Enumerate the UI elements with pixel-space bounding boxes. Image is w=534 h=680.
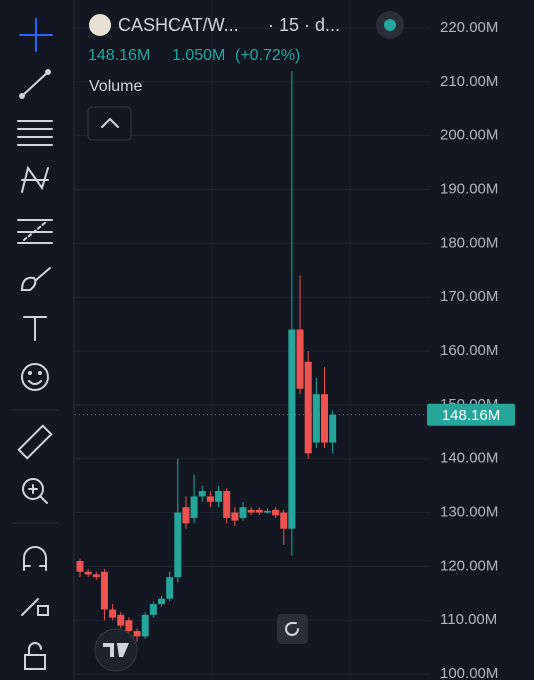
candle-body	[255, 509, 263, 513]
plot-area: 100.00M110.00M120.00M130.00M140.00M150.0…	[75, 0, 515, 680]
volume-label: Volume	[89, 78, 142, 95]
crosshair-tool[interactable]	[19, 18, 53, 52]
y-tick-label: 180.00M	[440, 234, 498, 251]
y-tick-label: 100.00M	[440, 665, 498, 680]
candle-body	[206, 496, 214, 502]
tv-logo[interactable]	[94, 628, 138, 672]
candle-body	[239, 507, 247, 518]
ruler-tool[interactable]	[17, 424, 53, 460]
legend-change-pct: (+0.72%)	[235, 47, 300, 64]
candle-body	[100, 571, 108, 610]
y-tick-label: 200.00M	[440, 127, 498, 144]
legend-last: 148.16M	[88, 47, 150, 64]
candle-body	[76, 561, 84, 572]
candle-body	[272, 509, 280, 516]
y-tick-label: 110.00M	[440, 611, 497, 628]
candle-body	[231, 512, 239, 521]
y-tick-label: 160.00M	[440, 342, 498, 359]
candle-body	[288, 329, 296, 529]
candle-body	[190, 496, 198, 518]
emoji-tool[interactable]	[21, 363, 49, 391]
candle-body	[182, 507, 190, 524]
projection-tool[interactable]	[17, 219, 53, 244]
candle-body	[296, 329, 304, 389]
y-tick-label: 140.00M	[440, 450, 498, 467]
candle-body	[198, 491, 206, 497]
pattern-tool[interactable]	[21, 165, 49, 193]
y-tick-label: 220.00M	[440, 19, 498, 36]
magnet-tool[interactable]	[23, 546, 47, 571]
y-tick-label: 210.00M	[440, 73, 498, 90]
brush-tool[interactable]	[20, 267, 51, 291]
candle-body	[133, 631, 141, 637]
candle-body	[312, 394, 320, 443]
tv-logo-mark	[103, 643, 129, 657]
y-tick-label: 120.00M	[440, 557, 498, 574]
candle-body	[174, 512, 182, 578]
legend-change: 1.050M	[172, 47, 225, 64]
fib-tool[interactable]	[17, 120, 53, 146]
candle-body	[263, 510, 271, 513]
chevron-up	[101, 117, 119, 128]
candle-body	[166, 577, 174, 599]
symbol-interval: · 15 · d...	[268, 15, 340, 35]
line-tool[interactable]	[19, 69, 51, 99]
candle-body	[149, 604, 157, 615]
toolbar	[0, 0, 75, 680]
last-price-label: 148.16M	[442, 407, 500, 424]
candle-body	[215, 491, 223, 502]
reset-icon	[285, 622, 299, 636]
y-tick-label: 130.00M	[440, 504, 498, 521]
collapse-button[interactable]	[87, 106, 132, 141]
status-dot	[384, 19, 396, 31]
candle-body	[321, 394, 328, 443]
reset-button[interactable]	[277, 614, 308, 644]
candle-body	[117, 614, 125, 626]
unlock-tool[interactable]	[24, 642, 46, 670]
candle-body	[109, 609, 117, 618]
last-price-tag	[427, 403, 515, 426]
candle-body	[329, 414, 337, 443]
y-tick-label: 170.00M	[440, 288, 498, 305]
candle-body	[92, 574, 100, 578]
y-tick-label: 190.00M	[440, 180, 498, 197]
candle-body	[247, 509, 255, 513]
symbol-name[interactable]: CASHCAT/W...	[118, 15, 239, 35]
candle-body	[158, 598, 165, 605]
text-tool[interactable]	[23, 316, 47, 341]
candle-body	[84, 571, 92, 575]
lock-drawings[interactable]	[21, 598, 49, 616]
symbol-logo	[89, 14, 111, 36]
candle-body	[125, 620, 133, 632]
candle-body	[141, 614, 149, 637]
candle-body	[280, 512, 288, 529]
candle-body	[223, 491, 231, 518]
zoom-tool[interactable]	[22, 478, 48, 504]
candle-body	[304, 361, 312, 454]
